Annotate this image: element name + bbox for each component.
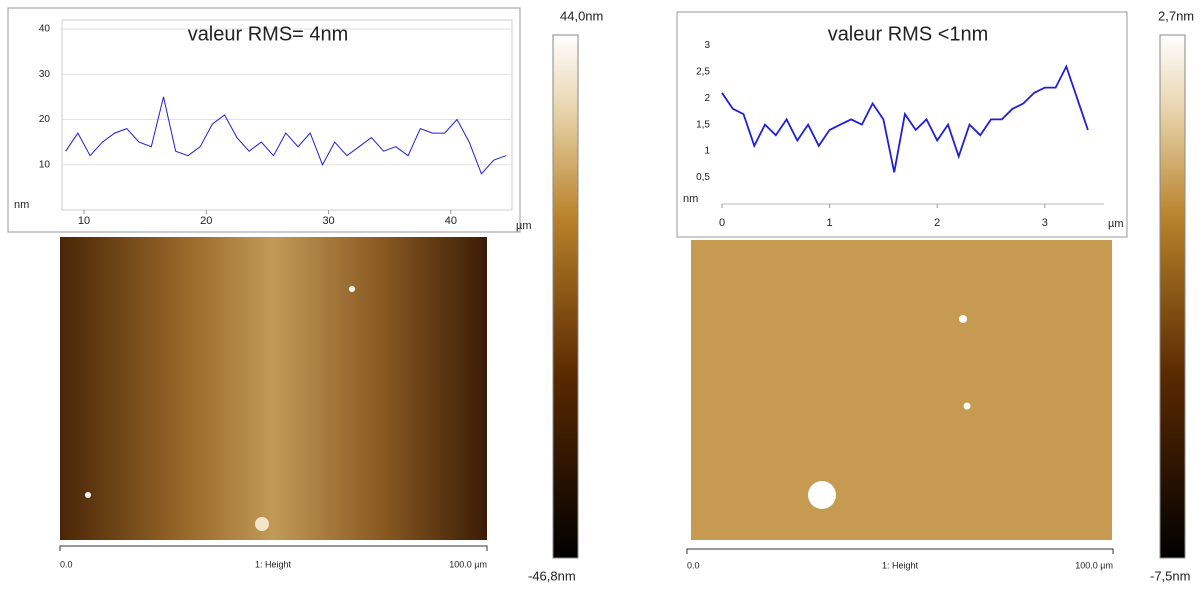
y-unit: nm xyxy=(14,199,29,211)
scale-end: 100.0 µm xyxy=(449,559,487,569)
colorbar-max: 44,0nm xyxy=(560,8,603,23)
chart-title: valeur RMS= 4nm xyxy=(188,23,349,45)
chart-title: valeur RMS <1nm xyxy=(828,23,989,45)
chart-frame xyxy=(676,11,1128,238)
y-tick-label: 0,5 xyxy=(696,172,710,183)
y-tick-label: 2 xyxy=(704,93,710,104)
colorbar xyxy=(552,34,579,559)
x-tick-label: 1 xyxy=(827,217,833,229)
plot-area xyxy=(61,19,513,211)
y-tick-label: 10 xyxy=(39,159,51,170)
scale-start: 0.0 xyxy=(687,560,700,570)
particle xyxy=(349,286,355,292)
x-tick-label: 3 xyxy=(1042,217,1048,229)
y-unit: nm xyxy=(683,193,698,205)
x-tick-label: 20 xyxy=(200,215,212,227)
scale-bar xyxy=(59,545,488,551)
x-unit: µm xyxy=(516,220,532,232)
x-tick-label: 2 xyxy=(934,217,940,229)
y-tick-label: 2,5 xyxy=(696,66,710,77)
colorbar-min: -46,8nm xyxy=(528,568,576,583)
particle xyxy=(959,315,967,323)
scale-bar xyxy=(686,548,1114,554)
x-tick-label: 40 xyxy=(445,215,457,227)
profile-line xyxy=(65,96,507,175)
x-tick-label: 30 xyxy=(322,215,334,227)
colorbar xyxy=(1159,34,1186,559)
afm-image xyxy=(60,237,487,540)
y-tick-label: 3 xyxy=(704,40,710,51)
y-tick-label: 1 xyxy=(704,146,710,157)
particle xyxy=(808,481,836,509)
y-tick-label: 20 xyxy=(39,114,51,125)
particle xyxy=(85,492,91,498)
y-tick-label: 40 xyxy=(39,24,51,35)
scale-label: 1: Height xyxy=(882,560,919,570)
scale-label: 1: Height xyxy=(255,559,292,569)
profile-line xyxy=(721,64,1089,173)
y-tick-label: 1,5 xyxy=(696,119,710,130)
particle xyxy=(255,517,269,531)
scale-end: 100.0 µm xyxy=(1075,560,1113,570)
y-tick-label: 30 xyxy=(39,69,51,80)
colorbar-max: 2,7nm xyxy=(1158,8,1194,23)
x-tick-label: 10 xyxy=(78,215,90,227)
colorbar-min: -7,5nm xyxy=(1150,568,1190,583)
x-tick-label: 0 xyxy=(719,217,725,229)
afm-image xyxy=(691,240,1112,540)
particle xyxy=(963,402,971,410)
x-unit: µm xyxy=(1108,218,1124,230)
scale-start: 0.0 xyxy=(60,559,73,569)
